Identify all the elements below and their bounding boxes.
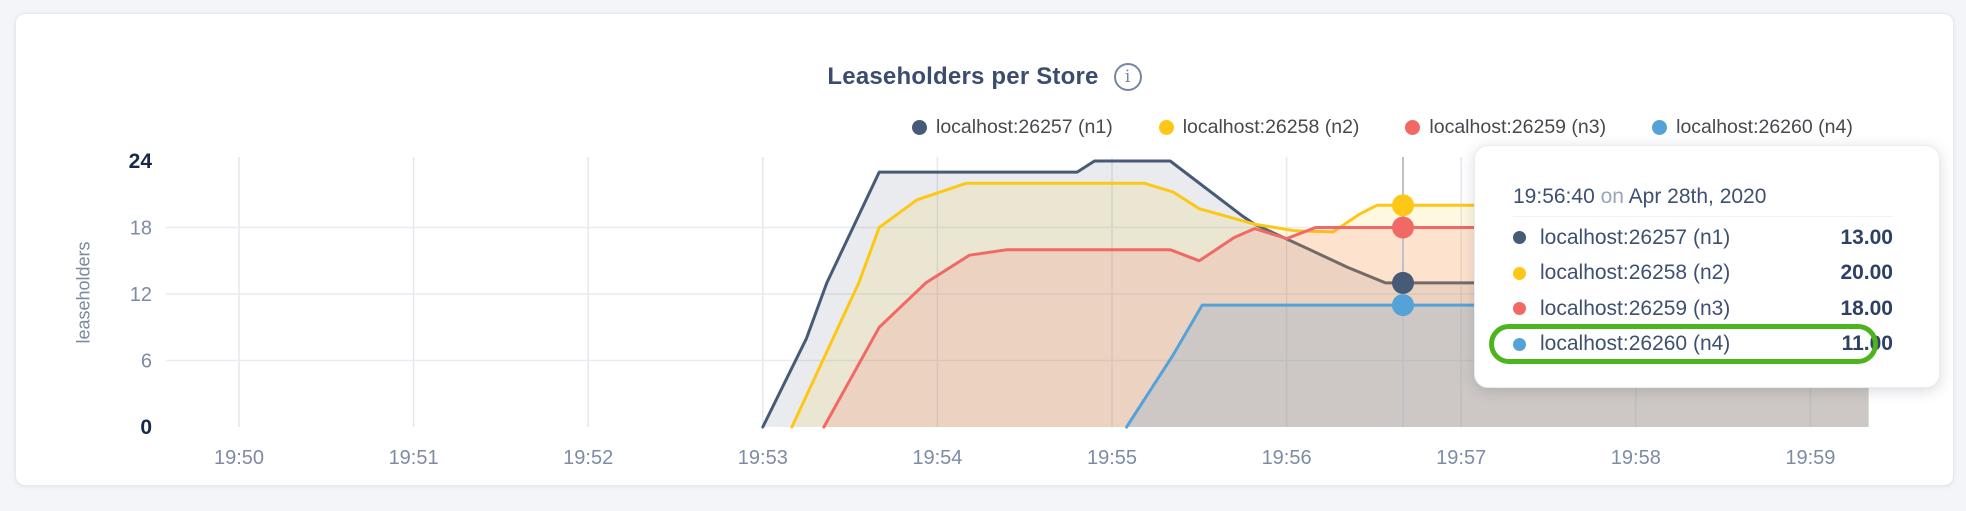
tooltip-row-n2: localhost:26258 (n2) 20.00 — [1513, 256, 1893, 292]
series-line-n1 — [761, 159, 1871, 429]
series-line-n3 — [822, 226, 1871, 429]
chart-header: Leaseholders per Store i — [16, 60, 1953, 94]
y-tick-label: 24 — [129, 150, 153, 173]
series-dot-icon — [1513, 231, 1526, 245]
x-tick-label: 19:53 — [738, 447, 788, 469]
x-tick-label: 19:57 — [1436, 447, 1486, 469]
legend-label: localhost:26260 (n4) — [1676, 115, 1853, 138]
x-tick-label: 19:52 — [563, 447, 613, 469]
x-tick-label: 19:55 — [1087, 447, 1137, 469]
series-line-n2 — [790, 181, 1871, 429]
y-tick-label: 6 — [141, 351, 152, 373]
tooltip-series-label: localhost:26260 (n4) — [1540, 332, 1731, 356]
tooltip-series-label: localhost:26258 (n2) — [1540, 261, 1731, 285]
legend-label: localhost:26257 (n1) — [936, 115, 1113, 138]
legend-item-n1[interactable]: localhost:26257 (n1) — [912, 116, 1113, 139]
tooltip-series-value: 11.00 — [1841, 332, 1893, 356]
hover-dot-n2 — [1392, 194, 1414, 217]
x-tick-label: 19:58 — [1611, 447, 1661, 469]
legend-label: localhost:26258 (n2) — [1182, 115, 1360, 138]
x-tick-label: 19:59 — [1785, 447, 1835, 469]
tooltip-day: Apr 28th, 2020 — [1628, 185, 1767, 208]
x-tick-label: 19:51 — [389, 447, 439, 469]
tooltip-series-label: localhost:26259 (n3) — [1540, 296, 1731, 320]
y-tick-label: 12 — [130, 284, 152, 306]
hover-tooltip: 19:56:40 on Apr 28th, 2020 localhost:262… — [1474, 145, 1940, 388]
chart-legend: localhost:26257 (n1) localhost:26258 (n2… — [912, 114, 1853, 140]
tooltip-separator — [1513, 216, 1893, 217]
info-icon[interactable]: i — [1113, 63, 1142, 91]
tooltip-series-value: 20.00 — [1840, 261, 1893, 285]
hover-dot-n1 — [1392, 271, 1414, 294]
tooltip-series-label: localhost:26257 (n1) — [1540, 225, 1731, 249]
tooltip-date: 19:56:40 on Apr 28th, 2020 — [1513, 182, 1893, 212]
legend-dot-icon — [912, 119, 927, 135]
x-tick-label: 19:50 — [214, 447, 264, 469]
chart-title: Leaseholders per Store — [827, 63, 1099, 90]
legend-label: localhost:26259 (n3) — [1429, 115, 1607, 138]
legend-item-n3[interactable]: localhost:26259 (n3) — [1405, 116, 1606, 139]
hover-dot-n3 — [1392, 216, 1414, 239]
tooltip-series-value: 18.00 — [1840, 296, 1893, 320]
legend-item-n2[interactable]: localhost:26258 (n2) — [1158, 115, 1360, 139]
x-tick-label: 19:54 — [912, 447, 962, 469]
y-tick-label: 18 — [130, 218, 152, 240]
tooltip-series-value: 13.00 — [1840, 225, 1893, 249]
tooltip-row-n3: localhost:26259 (n3) 18.00 — [1513, 291, 1893, 327]
chart-card: Leaseholders per Store i localhost:26257… — [15, 13, 1954, 486]
y-axis-label: leaseholders — [73, 241, 94, 344]
series-dot-icon — [1513, 266, 1526, 280]
legend-dot-icon — [1405, 119, 1421, 135]
tooltip-time: 19:56:40 — [1513, 185, 1595, 208]
series-dot-icon — [1513, 337, 1526, 351]
tooltip-row-n4: localhost:26260 (n4) 11.00 — [1513, 327, 1893, 363]
legend-dot-icon — [1652, 119, 1668, 135]
x-tick-label: 19:56 — [1262, 447, 1312, 469]
tooltip-row-n1: localhost:26257 (n1) 13.00 — [1513, 220, 1893, 256]
legend-item-n4[interactable]: localhost:26260 (n4) — [1652, 116, 1853, 139]
series-dot-icon — [1513, 302, 1526, 316]
dashboard-background: Leaseholders per Store i localhost:26257… — [15, 13, 1954, 486]
tooltip-connector: on — [1600, 185, 1624, 208]
hover-dot-n4 — [1392, 294, 1414, 317]
legend-dot-icon — [1158, 119, 1174, 135]
y-tick-label: 0 — [140, 416, 152, 439]
